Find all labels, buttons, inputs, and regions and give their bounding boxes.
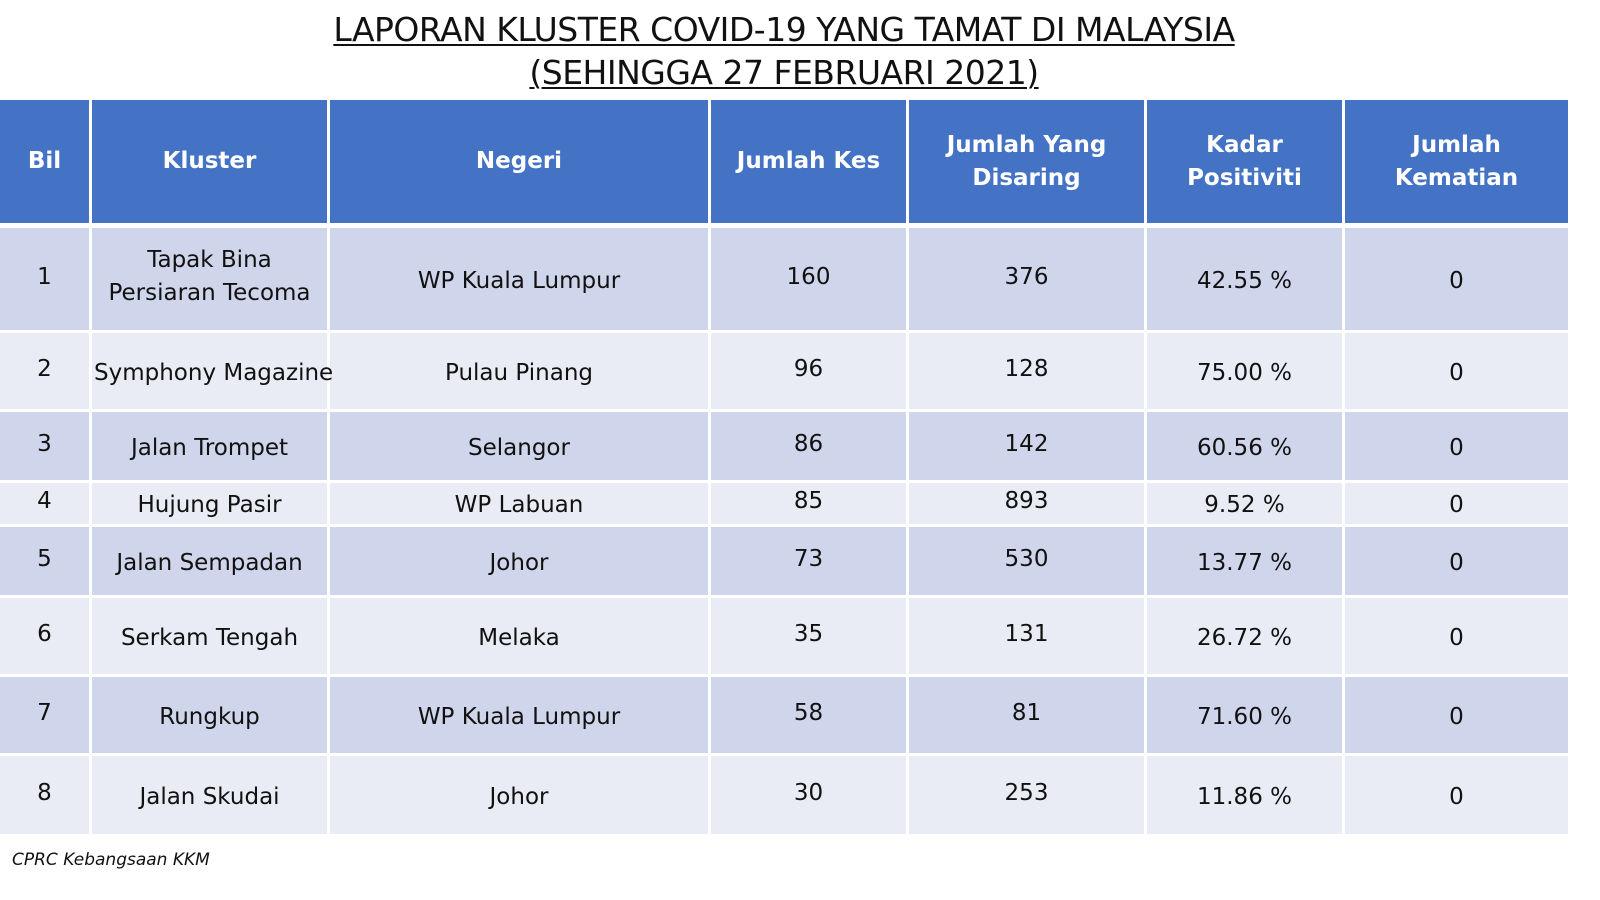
cell-jumlah-disaring: 530 — [909, 527, 1147, 598]
table-row: 7 Rungkup WP Kuala Lumpur 58 81 71.60 % … — [0, 677, 1568, 756]
cell-jumlah-kematian: 0 — [1345, 483, 1568, 527]
cell-negeri: Johor — [330, 756, 711, 837]
cell-kluster: Tapak Bina Persiaran Tecoma — [92, 228, 330, 333]
cell-bil: 8 — [0, 756, 92, 837]
cell-bil: 2 — [0, 333, 92, 412]
cell-jumlah-kes: 35 — [711, 598, 909, 677]
cell-jumlah-kematian: 0 — [1345, 756, 1568, 837]
cell-kadar-positiviti: 9.52 % — [1147, 483, 1345, 527]
cell-jumlah-disaring: 128 — [909, 333, 1147, 412]
cell-jumlah-disaring: 142 — [909, 412, 1147, 483]
header-bil: Bil — [0, 100, 92, 228]
header-jumlah-kes: Jumlah Kes — [711, 100, 909, 228]
cell-jumlah-disaring: 893 — [909, 483, 1147, 527]
table-header-row: Bil Kluster Negeri Jumlah Kes Jumlah Yan… — [0, 100, 1568, 228]
cell-negeri: WP Kuala Lumpur — [330, 677, 711, 756]
cell-negeri: Johor — [330, 527, 711, 598]
cell-jumlah-kes: 96 — [711, 333, 909, 412]
cell-negeri: Selangor — [330, 412, 711, 483]
report-title: LAPORAN KLUSTER COVID-19 YANG TAMAT DI M… — [0, 8, 1568, 94]
header-jumlah-kematian: Jumlah Kematian — [1345, 100, 1568, 228]
cell-bil: 6 — [0, 598, 92, 677]
cell-jumlah-disaring: 131 — [909, 598, 1147, 677]
cell-kluster: Jalan Trompet — [92, 412, 330, 483]
cell-bil: 3 — [0, 412, 92, 483]
cell-jumlah-kes: 160 — [711, 228, 909, 333]
cell-kadar-positiviti: 13.77 % — [1147, 527, 1345, 598]
header-kadar-positiviti: Kadar Positiviti — [1147, 100, 1345, 228]
table-body: 1 Tapak Bina Persiaran Tecoma WP Kuala L… — [0, 228, 1568, 837]
table-row: 5 Jalan Sempadan Johor 73 530 13.77 % 0 — [0, 527, 1568, 598]
cell-jumlah-kematian: 0 — [1345, 412, 1568, 483]
cell-kadar-positiviti: 42.55 % — [1147, 228, 1345, 333]
cell-jumlah-kematian: 0 — [1345, 527, 1568, 598]
cell-jumlah-kes: 86 — [711, 412, 909, 483]
cell-jumlah-disaring: 253 — [909, 756, 1147, 837]
cell-jumlah-kes: 58 — [711, 677, 909, 756]
cell-jumlah-kes: 85 — [711, 483, 909, 527]
cell-kadar-positiviti: 11.86 % — [1147, 756, 1345, 837]
cell-jumlah-kes: 73 — [711, 527, 909, 598]
report-date-text: (SEHINGGA 27 FEBRUARI 2021) — [529, 53, 1039, 92]
source-note: CPRC Kebangsaan KKM — [12, 850, 210, 870]
cell-kadar-positiviti: 75.00 % — [1147, 333, 1345, 412]
table-row: 2 Symphony Magazine Pulau Pinang 96 128 … — [0, 333, 1568, 412]
report-title-line-2: (SEHINGGA 27 FEBRUARI 2021) — [0, 51, 1568, 94]
cell-kluster: Rungkup — [92, 677, 330, 756]
cell-bil: 1 — [0, 228, 92, 333]
cell-bil: 7 — [0, 677, 92, 756]
table-row: 8 Jalan Skudai Johor 30 253 11.86 % 0 — [0, 756, 1568, 837]
cell-jumlah-kematian: 0 — [1345, 677, 1568, 756]
table-row: 6 Serkam Tengah Melaka 35 131 26.72 % 0 — [0, 598, 1568, 677]
cell-jumlah-kematian: 0 — [1345, 598, 1568, 677]
cell-jumlah-kes: 30 — [711, 756, 909, 837]
cell-kluster: Jalan Sempadan — [92, 527, 330, 598]
cell-negeri: WP Kuala Lumpur — [330, 228, 711, 333]
cell-jumlah-kematian: 0 — [1345, 228, 1568, 333]
cell-jumlah-disaring: 81 — [909, 677, 1147, 756]
cluster-table: Bil Kluster Negeri Jumlah Kes Jumlah Yan… — [0, 100, 1568, 837]
header-negeri: Negeri — [330, 100, 711, 228]
cell-kadar-positiviti: 71.60 % — [1147, 677, 1345, 756]
cell-negeri: WP Labuan — [330, 483, 711, 527]
report-title-text: LAPORAN KLUSTER COVID-19 YANG TAMAT DI M… — [333, 10, 1235, 49]
cell-jumlah-disaring: 376 — [909, 228, 1147, 333]
header-jumlah-disaring: Jumlah Yang Disaring — [909, 100, 1147, 228]
cell-kadar-positiviti: 60.56 % — [1147, 412, 1345, 483]
cell-kadar-positiviti: 26.72 % — [1147, 598, 1345, 677]
cell-bil: 4 — [0, 483, 92, 527]
table-header: Bil Kluster Negeri Jumlah Kes Jumlah Yan… — [0, 100, 1568, 228]
cell-negeri: Melaka — [330, 598, 711, 677]
header-kluster: Kluster — [92, 100, 330, 228]
cell-kluster: Jalan Skudai — [92, 756, 330, 837]
cell-kluster: Symphony Magazine — [92, 333, 333, 412]
table-row: 1 Tapak Bina Persiaran Tecoma WP Kuala L… — [0, 228, 1568, 333]
table-row: 4 Hujung Pasir WP Labuan 85 893 9.52 % 0 — [0, 483, 1568, 527]
report-title-line-1: LAPORAN KLUSTER COVID-19 YANG TAMAT DI M… — [0, 8, 1568, 51]
cell-jumlah-kematian: 0 — [1345, 333, 1568, 412]
cell-negeri: Pulau Pinang — [330, 333, 711, 412]
cell-bil: 5 — [0, 527, 92, 598]
table-row: 3 Jalan Trompet Selangor 86 142 60.56 % … — [0, 412, 1568, 483]
cell-kluster: Serkam Tengah — [92, 598, 330, 677]
cell-kluster: Hujung Pasir — [92, 483, 330, 527]
